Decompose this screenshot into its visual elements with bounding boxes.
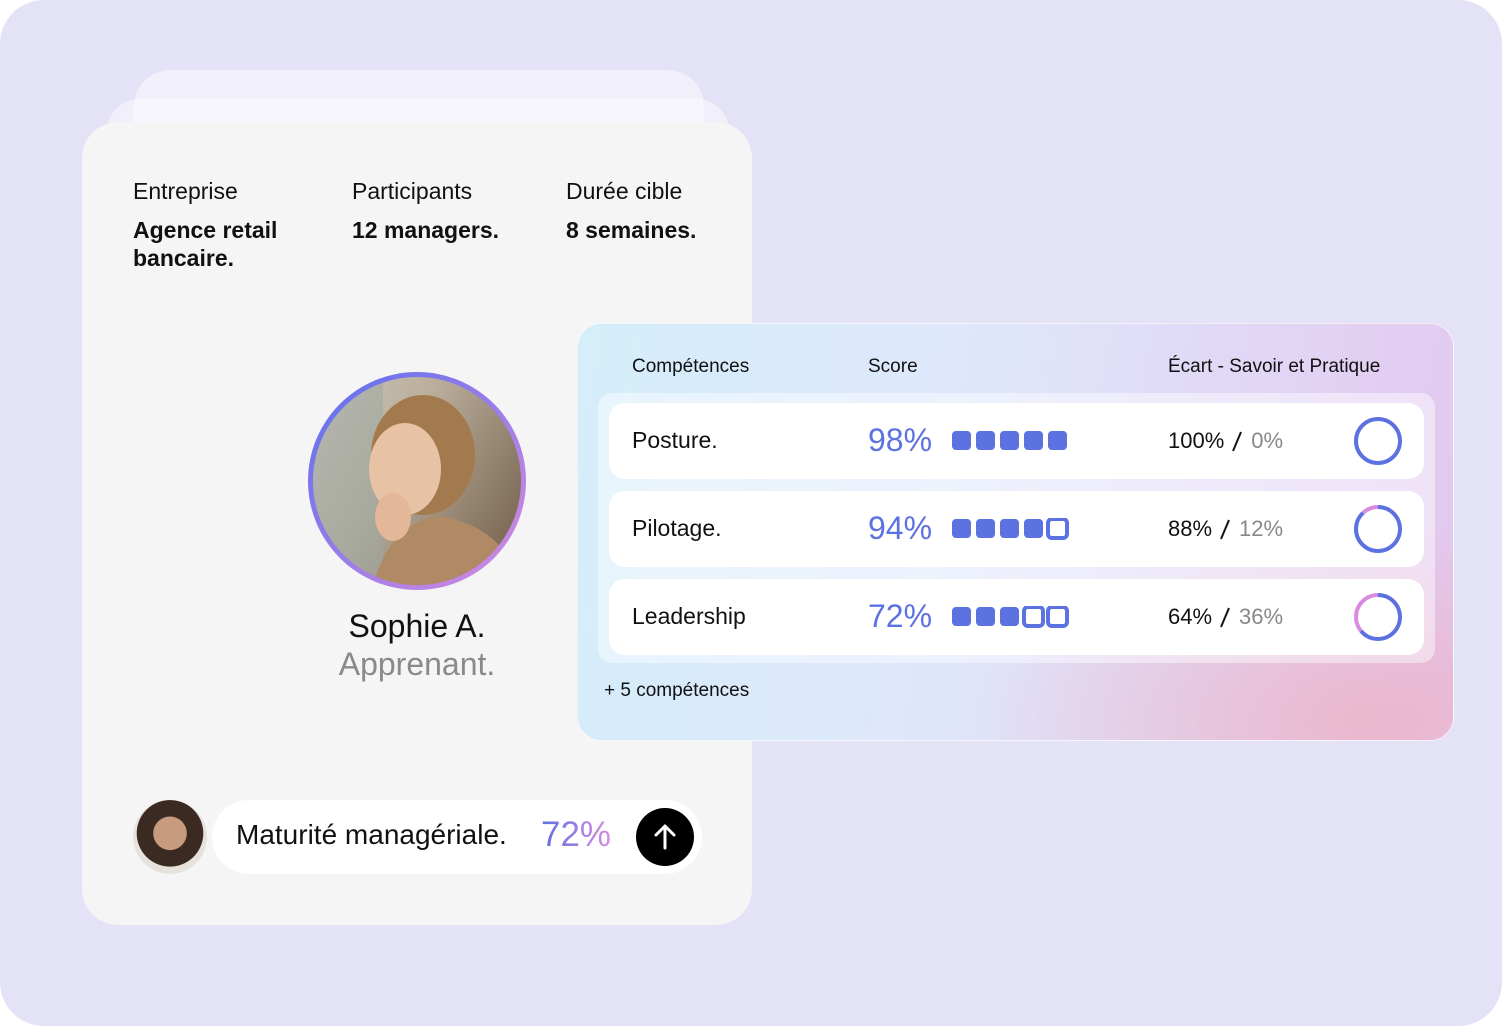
savoir-value: 64% [1168, 604, 1213, 629]
maturity-label: Maturité managériale. [236, 819, 507, 850]
photo-illustration [313, 377, 521, 585]
field-value: 8 semaines. [566, 217, 697, 243]
gap-ring [1354, 593, 1402, 641]
score-blocks [952, 518, 1069, 540]
savoir-value: 100% [1168, 428, 1225, 453]
slash [1220, 519, 1230, 540]
separator [1220, 607, 1230, 628]
pratique-value: 36% [1239, 604, 1284, 629]
skill-score: 94% [868, 510, 933, 546]
block-empty [1046, 518, 1069, 540]
skill-score: 72% [868, 598, 933, 634]
ring-pratique [1354, 505, 1402, 553]
skill-score: 98% [868, 422, 933, 458]
ring-savoir [1354, 417, 1402, 465]
ring-group [1354, 417, 1402, 465]
field-label: Participants [352, 178, 473, 204]
pratique-value: 12% [1239, 516, 1284, 541]
field-label: Durée cible [566, 178, 683, 204]
avatar-ring [308, 372, 526, 590]
block-filled [952, 607, 971, 626]
block-filled [1048, 431, 1067, 450]
ring-group [1354, 593, 1402, 641]
block-empty [1022, 606, 1045, 628]
maturity-pill [212, 800, 702, 874]
column-header: Compétences [632, 356, 750, 377]
savoir-value: 88% [1168, 516, 1213, 541]
ring-group [1354, 505, 1402, 553]
avatar-photo [313, 377, 521, 585]
separator [1232, 431, 1243, 452]
more-skills[interactable]: + 5 compétences [604, 680, 750, 701]
small-avatar [133, 800, 207, 874]
gap-ring [1354, 505, 1402, 553]
block-filled [1024, 519, 1043, 538]
slash [1220, 607, 1230, 628]
block-filled [1000, 607, 1019, 626]
separator [1220, 519, 1230, 540]
block-filled [952, 431, 971, 450]
learner-name: Sophie A. [348, 608, 486, 644]
pratique-value: 0% [1251, 428, 1284, 453]
ring-pratique [1354, 593, 1402, 641]
maturity-value: 72% [541, 815, 612, 854]
block-filled [1024, 431, 1043, 450]
block-filled [976, 519, 995, 538]
block-filled [1000, 519, 1019, 538]
column-header: Écart - Savoir et Pratique [1168, 356, 1381, 377]
block-empty [1046, 606, 1069, 628]
block-filled [976, 607, 995, 626]
score-blocks [952, 431, 1067, 450]
skill-name: Pilotage. [632, 515, 722, 541]
block-filled [976, 431, 995, 450]
score-blocks [952, 606, 1069, 628]
skill-name: Leadership [632, 603, 746, 629]
learner-role: Apprenant. [338, 646, 496, 682]
block-filled [952, 519, 971, 538]
column-header: Score [868, 356, 918, 377]
skill-name: Posture. [632, 427, 718, 453]
block-filled [1000, 431, 1019, 450]
slash [1232, 431, 1243, 452]
field-value: Agence retail bancaire. [133, 217, 278, 271]
field-value: 12 managers. [352, 217, 500, 243]
field-label: Entreprise [133, 178, 238, 204]
arrow-button[interactable] [636, 808, 694, 866]
gap-ring [1354, 417, 1402, 465]
ring-savoir [1354, 505, 1402, 553]
